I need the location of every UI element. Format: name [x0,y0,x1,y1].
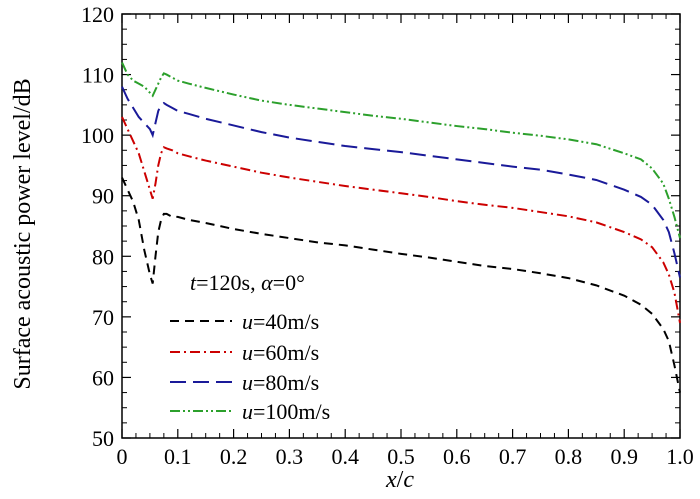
x-tick-label: 0.5 [387,444,415,469]
legend-label-u80: u=80m/s [242,370,319,395]
legend-label-u40: u=40m/s [242,309,319,334]
x-axis-title-var2: c [403,467,414,493]
legend-title-alpha-rest: =0° [273,270,305,295]
plot-frame [121,13,681,439]
y-tick-label: 70 [92,305,114,330]
x-tick-label: 0 [117,444,128,469]
x-tick-label: 0.7 [499,444,527,469]
legend-title-t-var: t [190,270,197,295]
x-tick-label: 0.1 [164,444,192,469]
x-tick-label: 0.8 [555,444,583,469]
x-tick-label: 0.6 [443,444,471,469]
y-axis-title: Surface acoustic power level/dB [10,78,36,389]
x-tick-label: 0.4 [331,444,359,469]
y-tick-label: 120 [81,2,114,27]
x-tick-label: 0.9 [610,444,638,469]
legend-label-u60: u=60m/s [242,340,319,365]
y-tick-label: 110 [82,63,114,88]
series-line-3 [121,62,681,239]
legend-label-u60-rest: =60m/s [253,340,319,365]
y-tick-label: 60 [92,365,114,390]
x-tick-label: 1.0 [666,444,694,469]
legend-label-u80-rest: =80m/s [253,370,319,395]
y-tick-label: 50 [92,426,114,451]
legend-label-u100: u=100m/s [242,399,330,424]
legend-label-u100-var: u [242,399,253,424]
legend-label-u40-var: u [242,309,253,334]
series-line-0 [121,177,681,393]
y-tick-label: 80 [92,244,114,269]
x-tick-label: 0.2 [220,444,248,469]
x-tick-label: 0.3 [276,444,304,469]
y-tick-label: 100 [81,123,114,148]
legend-label-u80-var: u [242,370,253,395]
legend-title-t-rest: =120s, [196,270,261,295]
x-axis-title-sep: / [397,467,404,493]
series-line-2 [121,86,681,278]
x-axis-title: x/c [385,467,414,493]
legend-label-u100-rest: =100m/s [253,399,330,424]
x-axis-title-var1: x [385,467,397,493]
legend-title-alpha-var: α [261,270,273,295]
legend-label-u60-var: u [242,340,253,365]
legend-title: t=120s, α=0° [190,270,305,295]
legend: t=120s, α=0° u=40m/s u=60m/s u=80m/s u=1… [170,270,330,424]
plot-area: 0 0.1 0.2 0.3 0.4 0.5 0.6 0.7 0.8 0.9 1.0 50 60 70 80 9… [81,2,694,469]
legend-label-u40-rest: =40m/s [253,309,319,334]
series-line-1 [121,116,681,324]
y-tick-label: 90 [92,184,114,209]
